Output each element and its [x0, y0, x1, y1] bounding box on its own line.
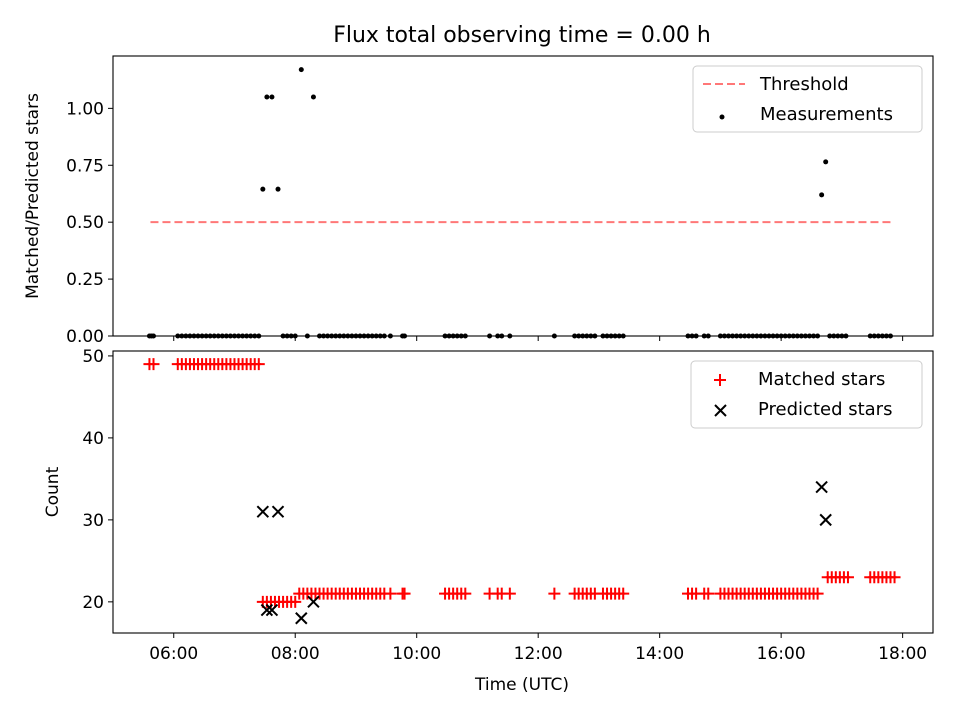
predicted-star-marker	[271, 505, 285, 518]
top-y-axis-label: Matched/Predicted stars	[23, 93, 43, 299]
x-tick-label: 18:00	[878, 644, 927, 664]
bottom-y-tick-label: 40	[82, 429, 104, 449]
x-tick-label: 08:00	[271, 644, 320, 664]
x-tick-label: 06:00	[149, 644, 198, 664]
matched-star-marker	[289, 595, 302, 608]
legend-predicted-swatch	[714, 404, 727, 417]
matched-star-marker	[252, 358, 265, 371]
matched-star-marker	[384, 587, 397, 600]
bottom-y-ticks: 20 30 40 50	[82, 347, 113, 613]
matched-star-marker	[888, 571, 901, 584]
top-y-tick-label: 0.50	[66, 213, 104, 233]
x-tick-label: 14:00	[635, 644, 684, 664]
top-plot-marks	[146, 67, 893, 339]
top-panel: 0.00 0.25 0.50 0.75 1.00 Matched/Predicted s…	[23, 55, 934, 347]
predicted-star-marker	[256, 505, 270, 518]
measurement-point	[264, 94, 270, 100]
matched-star-marker	[147, 358, 160, 371]
top-y-tick-label: 0.25	[66, 270, 104, 290]
predicted-star-marker	[307, 595, 320, 609]
legend-matched-label: Matched stars	[758, 369, 885, 390]
measurement-point	[819, 192, 825, 198]
bottom-legend: Matched stars Predicted stars	[690, 360, 923, 429]
top-legend: Threshold Measurements	[692, 65, 923, 133]
top-plot-frame	[112, 55, 934, 337]
top-y-tick-label: 0.00	[66, 327, 104, 347]
bottom-y-axis-label: Count	[43, 466, 63, 517]
bottom-legend-box	[690, 360, 923, 429]
top-y-ticks: 0.00 0.25 0.50 0.75 1.00	[66, 99, 113, 347]
measurement-point	[260, 186, 266, 192]
bottom-plot-frame	[112, 350, 934, 634]
matched-star-marker	[398, 587, 411, 600]
matched-star-marker	[503, 587, 516, 600]
legend-matched-swatch	[714, 374, 726, 386]
predicted-star-marker	[260, 603, 274, 617]
top-y-tick-label: 1.00	[66, 99, 104, 119]
measurement-point	[823, 159, 829, 165]
predicted-star-marker	[265, 603, 279, 617]
matched-star-marker	[459, 587, 472, 600]
predicted-star-marker	[295, 612, 308, 625]
bottom-plot-marks	[143, 358, 901, 625]
legend-measurements-swatch	[719, 114, 725, 120]
predicted-star-marker	[819, 513, 832, 527]
x-axis-label: Time (UTC)	[474, 675, 569, 695]
measurement-point	[310, 94, 316, 100]
x-tick-label: 12:00	[514, 644, 563, 664]
measurement-point	[298, 67, 304, 73]
measurement-point	[269, 94, 275, 100]
top-legend-box	[692, 65, 923, 133]
matched-star-marker	[811, 587, 824, 600]
legend-measurements-label: Measurements	[760, 104, 893, 125]
matched-star-marker	[841, 571, 854, 584]
top-x-ticks	[173, 336, 904, 341]
bottom-x-ticks: 06:00 08:00 10:00 12:00 14:00 16:00 18:00	[149, 633, 927, 664]
matched-star-marker	[548, 587, 561, 600]
top-y-tick-label: 0.75	[66, 156, 104, 176]
chart-title: Flux total observing time = 0.00 h	[333, 23, 711, 48]
legend-predicted-label: Predicted stars	[758, 399, 892, 420]
bottom-y-tick-label: 50	[82, 347, 104, 367]
x-tick-label: 16:00	[757, 644, 806, 664]
matched-star-marker	[702, 587, 715, 600]
matched-star-marker	[617, 587, 630, 600]
bottom-y-tick-label: 30	[82, 511, 104, 531]
predicted-star-marker	[815, 480, 828, 494]
legend-threshold-label: Threshold	[759, 74, 849, 95]
bottom-panel: 20 30 40 50 06:00 08:00 10:00 12:00 14:00 16:00 1…	[43, 347, 934, 695]
measurement-point	[275, 186, 281, 192]
x-tick-label: 10:00	[392, 644, 441, 664]
bottom-y-tick-label: 20	[82, 593, 104, 613]
